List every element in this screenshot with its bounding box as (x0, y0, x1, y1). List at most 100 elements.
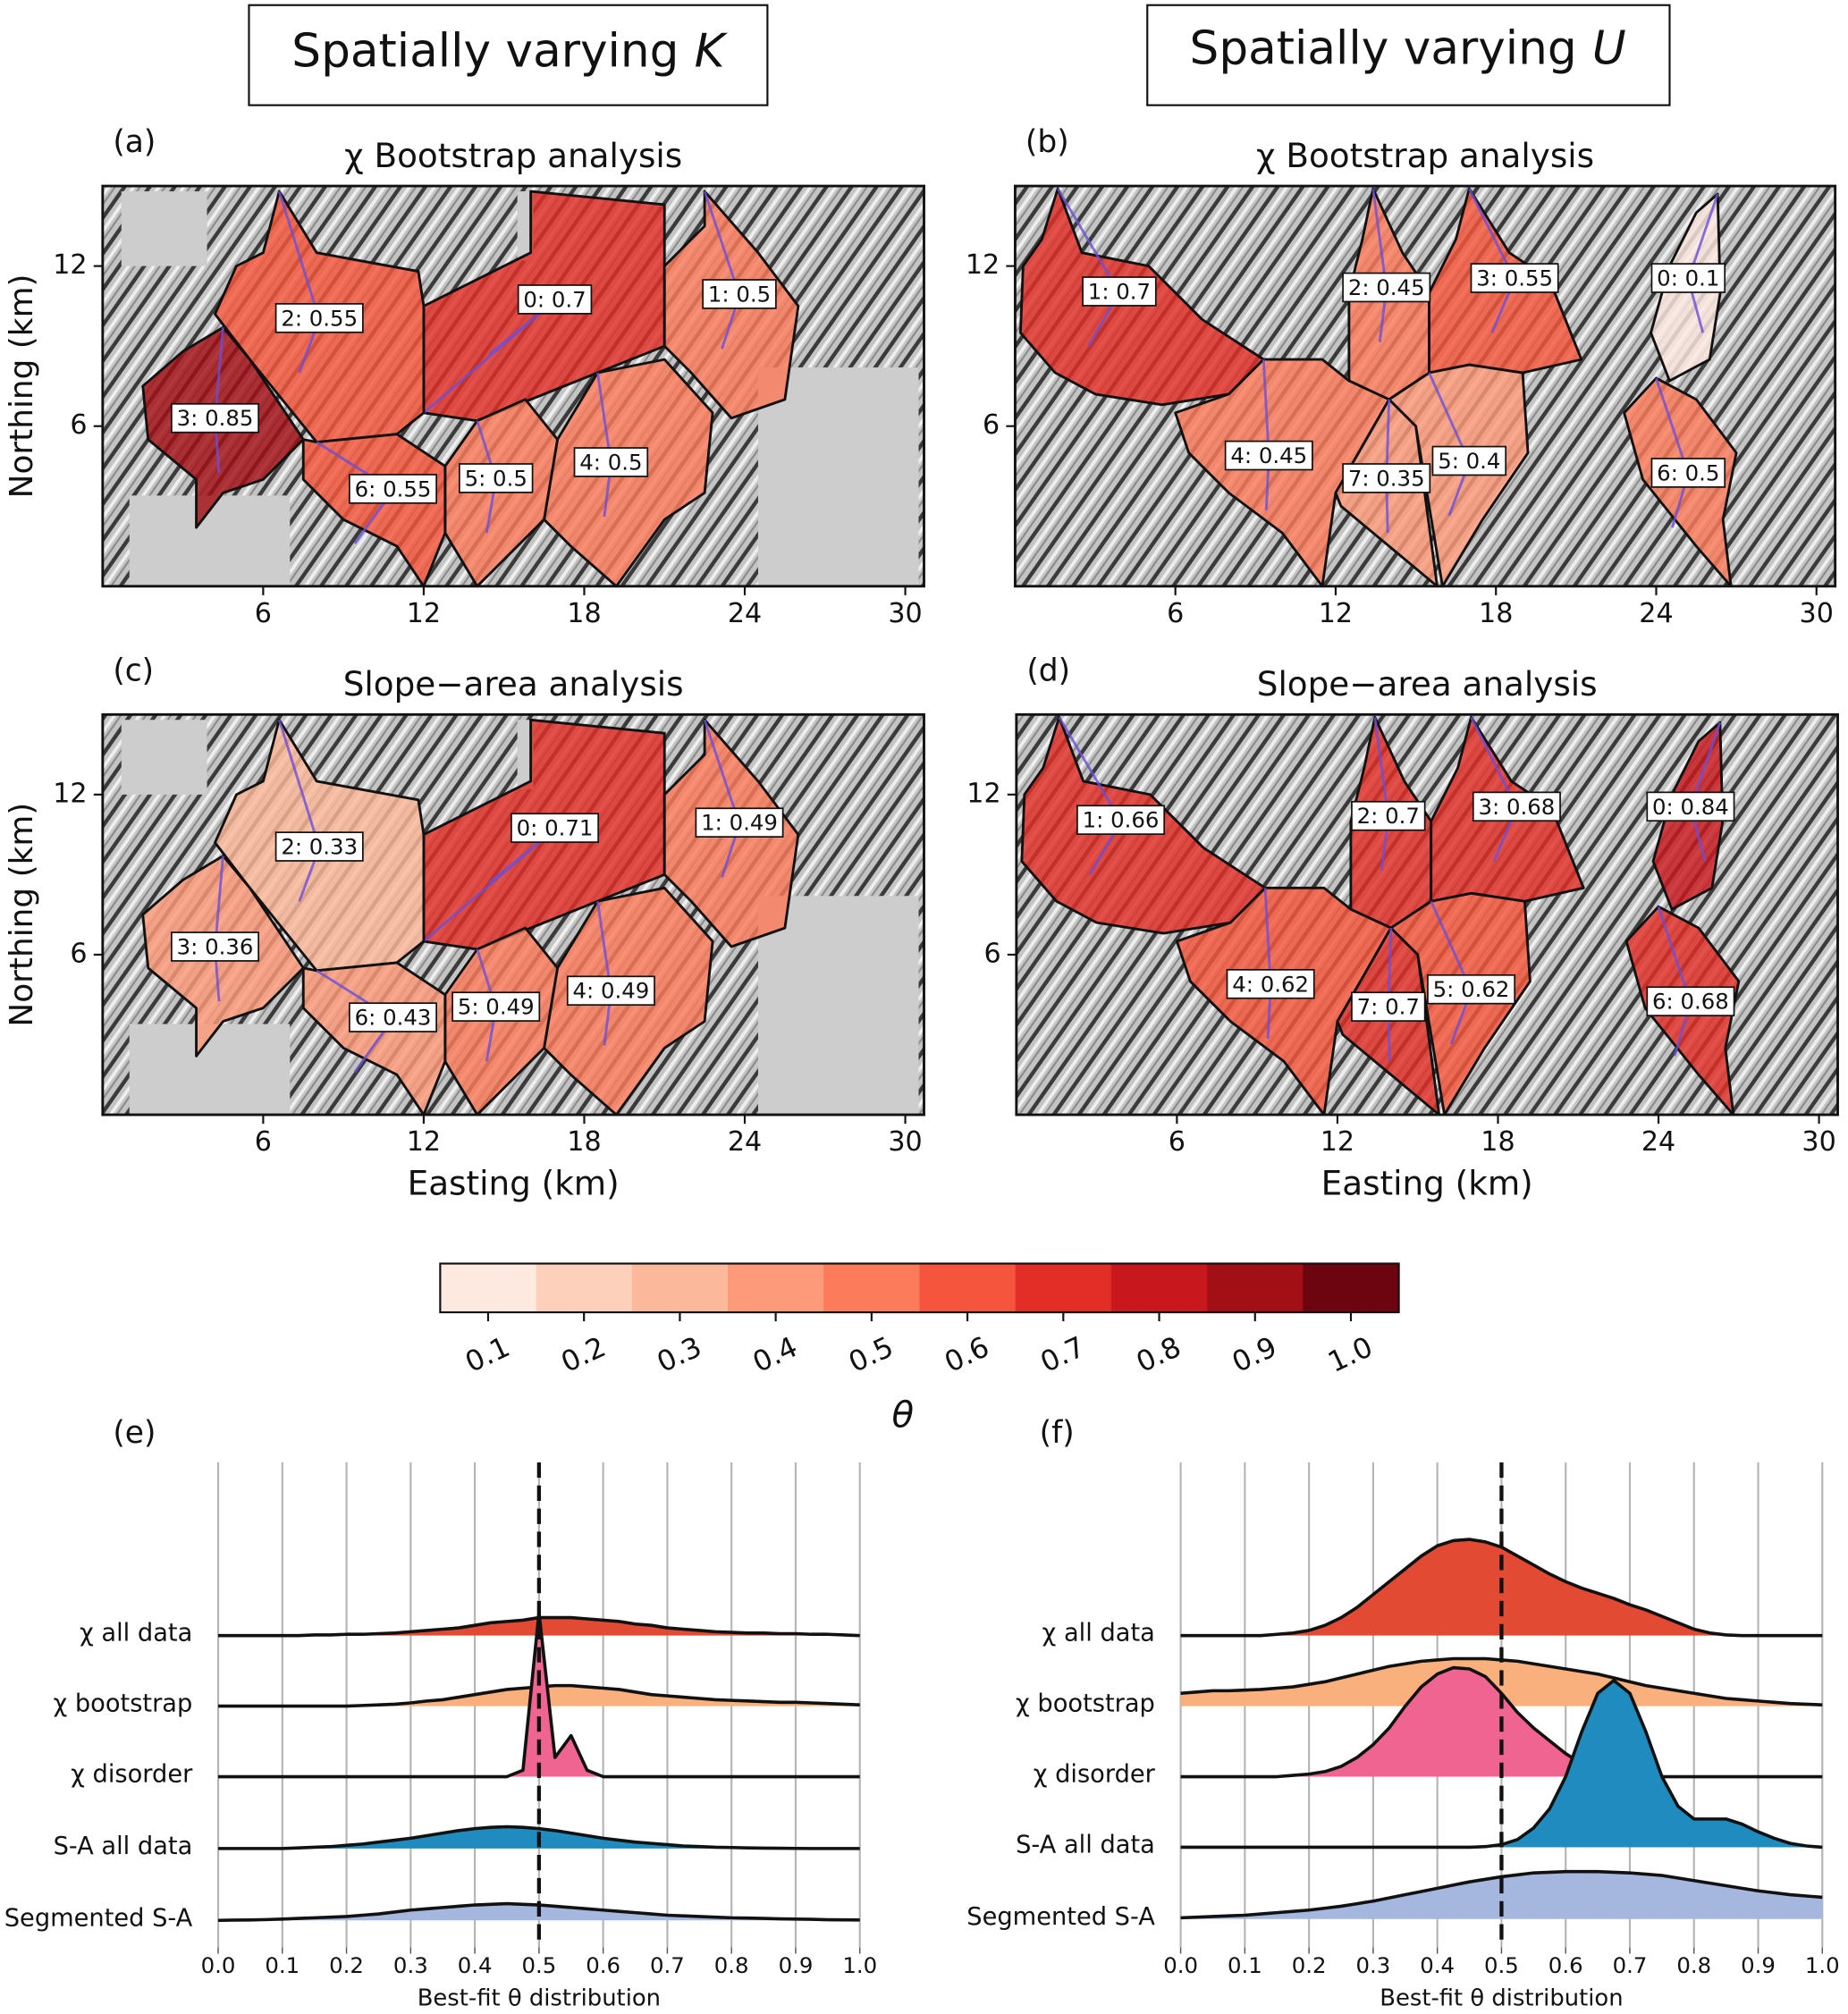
colorbar-tick-label: 0.5 (844, 1331, 899, 1379)
flat-patch (121, 191, 207, 266)
legend-label: Segmented S-A (4, 1904, 193, 1932)
label-box (274, 831, 364, 862)
header-text: Spatially varying (1190, 21, 1577, 75)
x-tick-label: 0.6 (586, 1952, 620, 1978)
x-tick-label: 0.9 (779, 1952, 814, 1978)
basin-label: 4: 0.5 (579, 450, 642, 476)
basin-label: 3: 0.36 (177, 933, 254, 959)
label-box (451, 991, 541, 1022)
y-tick-label: 12 (966, 249, 1000, 281)
x-tick-label: 0.5 (521, 1952, 556, 1978)
label-box (1650, 263, 1726, 293)
colorbar-cell (631, 1263, 729, 1313)
colorbar-tick-label: 0.6 (940, 1331, 994, 1379)
x-tick-label: 24 (1639, 598, 1673, 629)
basin-label: 1: 0.5 (708, 281, 771, 307)
x-tick-label: 1.0 (842, 1952, 877, 1978)
x-tick-label: 6 (1167, 598, 1184, 629)
colorbar-cell (728, 1263, 824, 1313)
x-tick-label: 0.0 (1163, 1952, 1198, 1978)
basin-label: 0: 0.84 (1652, 794, 1729, 820)
basin-label: 4: 0.45 (1230, 442, 1307, 468)
basin-label: 2: 0.33 (281, 834, 358, 860)
colorbar-cell (536, 1263, 633, 1313)
panel-title: χ Bootstrap analysis (344, 136, 682, 175)
x-tick-label: 12 (407, 598, 441, 629)
flat-patch (757, 896, 919, 1116)
basin-label: 6: 0.55 (355, 476, 432, 501)
flat-patch (517, 191, 534, 261)
colorbar-cell (1207, 1263, 1304, 1313)
panel-label: (a) (113, 124, 156, 160)
label-box (1351, 991, 1426, 1022)
x-tick-label: 0.3 (1356, 1952, 1391, 1978)
basin-label: 1: 0.49 (701, 810, 778, 836)
label-box (274, 303, 364, 333)
colorbar-tick-label: 0.4 (748, 1331, 803, 1379)
label-box (1470, 263, 1559, 293)
x-tick-label: 18 (567, 1126, 601, 1158)
colorbar-cell (1015, 1263, 1112, 1313)
panel-title: Slope−area analysis (1257, 664, 1598, 704)
y-tick-label: 12 (53, 778, 87, 809)
panel-label: (d) (1026, 653, 1070, 688)
label-box (171, 402, 259, 434)
x-tick-label: 0.1 (1228, 1952, 1262, 1978)
ridge-line (218, 1824, 860, 1850)
label-box (1082, 276, 1157, 307)
x-tick-label: 0.4 (1420, 1952, 1455, 1978)
x-axis-label: Best-fit θ distribution (1380, 1985, 1623, 2011)
label-box (1342, 272, 1431, 303)
basin-label: 6: 0.68 (1652, 989, 1729, 1015)
x-tick-label: 0.7 (650, 1952, 685, 1978)
panel-title: χ Bootstrap analysis (1256, 136, 1594, 175)
header-text: Spatially varying (291, 24, 679, 78)
basin (1174, 358, 1391, 588)
header-symbol: K (695, 24, 729, 78)
x-tick-label: 0.6 (1548, 1952, 1583, 1978)
x-tick-label: 0.8 (1676, 1952, 1711, 1978)
legend-label: S-A all data (54, 1833, 193, 1860)
colorbar-tick-label: 0.7 (1036, 1331, 1091, 1379)
y-tick-label: 12 (966, 778, 1000, 809)
basin-label: 6: 0.43 (355, 1005, 432, 1031)
label-box (702, 279, 777, 309)
basin-label: 0: 0.71 (517, 815, 594, 841)
basin-label: 1: 0.7 (1088, 278, 1151, 304)
x-tick-label: 18 (567, 598, 601, 629)
x-tick-label: 12 (407, 1126, 441, 1158)
flat-patch (757, 367, 919, 586)
colorbar-cell (1110, 1263, 1208, 1313)
legend-label: χ disorder (1034, 1761, 1156, 1789)
panel-label: (f) (1040, 1415, 1075, 1451)
label-box (1076, 805, 1166, 836)
basin-label: 6: 0.5 (1657, 459, 1719, 485)
y-tick-label: 12 (53, 249, 87, 281)
axes-frame (1013, 184, 1837, 588)
y-axis-label: Northing (km) (4, 274, 40, 498)
colorbar-cell (919, 1263, 1017, 1313)
axes-frame (1015, 712, 1839, 1117)
basin (1175, 886, 1393, 1117)
label-box (511, 813, 600, 843)
x-axis-label: Best-fit θ distribution (418, 1985, 661, 2011)
x-tick-label: 6 (255, 598, 272, 629)
basin-label: 2: 0.45 (1348, 274, 1425, 300)
label-box (1342, 463, 1431, 493)
label-box (171, 931, 259, 962)
x-tick-label: 1.0 (1805, 1952, 1840, 1978)
y-tick-label: 6 (70, 409, 87, 441)
basin-label: 2: 0.7 (1357, 803, 1420, 829)
x-tick-label: 0.9 (1741, 1952, 1776, 1978)
legend-label: Segmented S-A (966, 1903, 1155, 1931)
x-tick-label: 30 (1802, 1126, 1835, 1158)
label-box (1351, 800, 1426, 831)
basin-label: 5: 0.62 (1433, 976, 1510, 1002)
header-left: Spatially varying K (291, 24, 728, 78)
basin-label: 5: 0.49 (458, 994, 535, 1020)
basin-label: 0: 0.7 (523, 286, 586, 312)
x-axis-label: Easting (km) (408, 1163, 620, 1202)
x-tick-label: 0.8 (714, 1952, 749, 1978)
x-tick-label: 0.7 (1613, 1952, 1648, 1978)
